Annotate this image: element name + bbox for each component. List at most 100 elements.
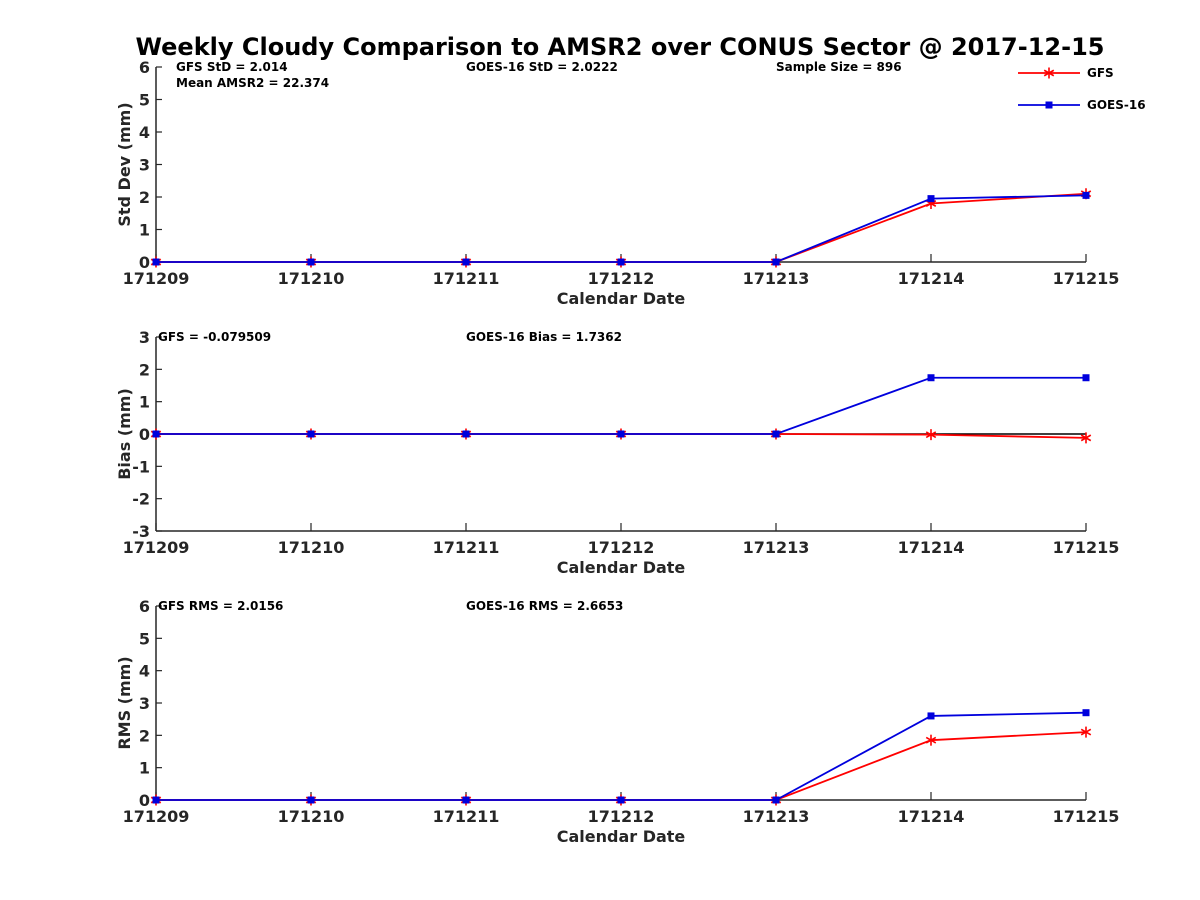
- annotation-goes16: GOES-16 StD = 2.0222: [466, 60, 618, 74]
- chart-title: Weekly Cloudy Comparison to AMSR2 over C…: [136, 33, 1105, 61]
- y-tick-label: 2: [139, 726, 150, 745]
- x-tick-label: 171213: [743, 538, 810, 557]
- panels: 0 1 2 3 4 5 6 171209 171210 171211 171212 171213 171…: [115, 58, 1119, 846]
- y-tick-label: 0: [139, 425, 150, 444]
- y-tick-label: 0: [139, 253, 150, 272]
- x-tick-label: 171212: [588, 269, 655, 288]
- y-tick-label: 5: [139, 629, 150, 648]
- data-point: [1080, 726, 1092, 738]
- y-tick-label: 1: [139, 221, 150, 240]
- data-point: [462, 796, 470, 804]
- y-tick-label: 3: [139, 156, 150, 175]
- panel-3: 0 1 2 3 4 5 6 171209 171210 171211 171212 171213 171…: [115, 597, 1119, 846]
- y-axis-label: Std Dev (mm): [115, 102, 134, 226]
- y-tick-label: 3: [139, 694, 150, 713]
- x-tick-label: 171210: [278, 538, 345, 557]
- legend-marker: [1045, 101, 1053, 109]
- y-tick-label: 5: [139, 91, 150, 110]
- y-tick-label: 1: [139, 393, 150, 412]
- x-tick-label: 171210: [278, 269, 345, 288]
- x-axis-label: Calendar Date: [557, 827, 686, 846]
- annotation-gfs: GFS = -0.079509: [158, 330, 271, 344]
- series-goes-16: [152, 709, 1090, 804]
- legend-label: GFS: [1087, 66, 1114, 80]
- data-point: [617, 258, 625, 266]
- legend-label: GOES-16: [1087, 98, 1146, 112]
- data-point: [1082, 374, 1090, 382]
- data-point: [927, 712, 935, 720]
- y-tick-label: 3: [139, 328, 150, 347]
- data-point: [927, 195, 935, 203]
- series-line: [156, 194, 1087, 263]
- x-axis-label: Calendar Date: [557, 289, 686, 308]
- data-point: [772, 430, 780, 438]
- data-point: [927, 374, 935, 382]
- series-line: [156, 192, 1087, 263]
- x-tick-label: 171212: [588, 807, 655, 826]
- series-line: [156, 711, 1087, 801]
- data-point: [1080, 432, 1092, 444]
- x-tick-label: 171209: [123, 807, 190, 826]
- data-point: [307, 796, 315, 804]
- legend-marker: [1043, 67, 1055, 79]
- annotation-sample-size: Sample Size = 896: [776, 60, 902, 74]
- y-tick-label: 6: [139, 597, 150, 616]
- data-point: [925, 734, 937, 746]
- data-point: [462, 258, 470, 266]
- annotation-goes16: GOES-16 RMS = 2.6653: [466, 599, 623, 613]
- data-point: [152, 796, 160, 804]
- y-tick-label: -1: [132, 457, 150, 476]
- data-point: [925, 429, 937, 441]
- annotation-goes16: GOES-16 Bias = 1.7362: [466, 330, 622, 344]
- series-line: [156, 376, 1086, 435]
- legend: GFS GOES-16: [1018, 66, 1146, 112]
- data-point: [307, 258, 315, 266]
- x-tick-label: 171209: [123, 269, 190, 288]
- annotation-mean: Mean AMSR2 = 22.374: [176, 76, 329, 90]
- data-point: [772, 796, 780, 804]
- x-tick-label: 171210: [278, 807, 345, 826]
- y-tick-label: 1: [139, 759, 150, 778]
- series-line: [156, 731, 1087, 801]
- x-tick-label: 171214: [898, 269, 965, 288]
- x-tick-label: 171211: [433, 269, 500, 288]
- x-tick-label: 171213: [743, 269, 810, 288]
- data-point: [152, 430, 160, 438]
- annotation-gfs: GFS StD = 2.014: [176, 60, 288, 74]
- y-tick-label: 0: [139, 791, 150, 810]
- x-tick-label: 171211: [433, 538, 500, 557]
- y-tick-label: -2: [132, 490, 150, 509]
- x-axis-label: Calendar Date: [557, 558, 686, 577]
- y-axis-label: Bias (mm): [115, 388, 134, 480]
- annotation-gfs: GFS RMS = 2.0156: [158, 599, 283, 613]
- x-tick-label: 171213: [743, 807, 810, 826]
- y-tick-label: 2: [139, 188, 150, 207]
- x-tick-label: 171214: [898, 538, 965, 557]
- x-tick-label: 171209: [123, 538, 190, 557]
- y-tick-label: 4: [139, 662, 150, 681]
- data-point: [152, 258, 160, 266]
- panel-1: 0 1 2 3 4 5 6 171209 171210 171211 171212 171213 171…: [115, 58, 1119, 308]
- y-axis-label: RMS (mm): [115, 656, 134, 749]
- y-tick-label: 2: [139, 360, 150, 379]
- x-tick-label: 171211: [433, 807, 500, 826]
- x-tick-label: 171215: [1053, 807, 1120, 826]
- panel-2: -3 -2 -1 0 1 2 3 171209 171210 171211 171212 171213…: [115, 328, 1119, 577]
- legend-item-gfs: GFS: [1018, 66, 1114, 80]
- legend-item-goes-16: GOES-16: [1018, 98, 1146, 112]
- data-point: [462, 430, 470, 438]
- x-tick-label: 171212: [588, 538, 655, 557]
- series-goes-16: [152, 374, 1090, 438]
- y-tick-label: 6: [139, 58, 150, 77]
- x-tick-label: 171214: [898, 807, 965, 826]
- x-tick-label: 171215: [1053, 269, 1120, 288]
- x-tick-label: 171215: [1053, 538, 1120, 557]
- data-point: [617, 430, 625, 438]
- data-point: [617, 796, 625, 804]
- data-point: [772, 258, 780, 266]
- y-tick-label: -3: [132, 522, 150, 541]
- data-point: [1082, 191, 1090, 199]
- data-point: [307, 430, 315, 438]
- series-goes-16: [152, 191, 1090, 266]
